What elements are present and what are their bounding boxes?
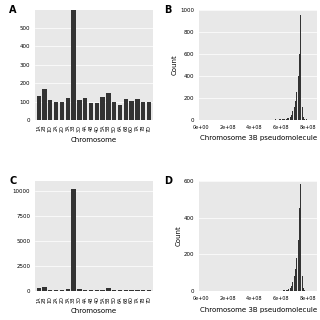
Bar bbox=[299, 208, 300, 291]
Bar bbox=[147, 102, 151, 120]
X-axis label: Chromosome 3B pseudomolecule: Chromosome 3B pseudomolecule bbox=[200, 307, 317, 313]
Bar bbox=[275, 119, 276, 120]
Bar bbox=[36, 96, 41, 120]
Bar bbox=[83, 290, 87, 291]
Bar bbox=[285, 119, 287, 120]
Bar bbox=[292, 282, 293, 291]
Bar bbox=[66, 290, 70, 291]
Bar bbox=[71, 189, 76, 291]
Bar bbox=[95, 102, 99, 120]
Bar bbox=[66, 98, 70, 120]
Bar bbox=[288, 289, 289, 291]
Text: B: B bbox=[164, 5, 172, 15]
Bar bbox=[54, 102, 58, 120]
Bar bbox=[287, 290, 288, 291]
Bar bbox=[279, 119, 280, 120]
Bar bbox=[288, 118, 289, 120]
Bar bbox=[301, 276, 303, 291]
Bar bbox=[301, 107, 303, 120]
Bar bbox=[42, 287, 47, 291]
Bar bbox=[303, 117, 304, 120]
Bar bbox=[36, 288, 41, 291]
Bar bbox=[293, 107, 295, 120]
Bar bbox=[100, 290, 105, 291]
Bar bbox=[124, 99, 128, 120]
Bar bbox=[100, 97, 105, 120]
Text: C: C bbox=[9, 176, 17, 186]
Bar bbox=[292, 111, 293, 120]
Bar bbox=[304, 290, 305, 291]
Bar bbox=[54, 290, 58, 291]
Bar bbox=[300, 15, 301, 120]
X-axis label: Chromosome 3B pseudomolecule: Chromosome 3B pseudomolecule bbox=[200, 135, 317, 141]
Bar bbox=[285, 290, 287, 291]
Bar bbox=[89, 290, 93, 291]
Bar bbox=[300, 184, 301, 291]
Bar bbox=[48, 290, 52, 291]
Text: A: A bbox=[9, 5, 17, 15]
Bar bbox=[135, 290, 140, 291]
X-axis label: Chromosome: Chromosome bbox=[71, 137, 117, 143]
Bar bbox=[298, 76, 299, 120]
Bar bbox=[290, 288, 291, 291]
Bar bbox=[118, 105, 122, 120]
Bar bbox=[135, 99, 140, 120]
Bar bbox=[48, 100, 52, 120]
Bar bbox=[296, 92, 297, 120]
Bar bbox=[290, 117, 291, 120]
X-axis label: Chromosome: Chromosome bbox=[71, 308, 117, 315]
Bar bbox=[284, 119, 285, 120]
Bar bbox=[77, 100, 82, 120]
Bar bbox=[71, 0, 76, 120]
Bar bbox=[293, 276, 295, 291]
Bar bbox=[280, 119, 281, 120]
Bar bbox=[112, 102, 116, 120]
Bar bbox=[295, 101, 296, 120]
Bar bbox=[303, 287, 304, 291]
Bar bbox=[295, 269, 296, 291]
Bar bbox=[106, 93, 111, 120]
Bar bbox=[287, 118, 288, 120]
Bar bbox=[83, 98, 87, 120]
Bar bbox=[141, 102, 145, 120]
Bar bbox=[299, 54, 300, 120]
Bar bbox=[283, 119, 284, 120]
Bar bbox=[141, 290, 145, 291]
Bar bbox=[89, 103, 93, 120]
Bar bbox=[291, 115, 292, 120]
Bar bbox=[296, 258, 297, 291]
Bar bbox=[106, 289, 111, 291]
Y-axis label: Count: Count bbox=[175, 226, 181, 246]
Y-axis label: Count: Count bbox=[172, 54, 178, 75]
Bar bbox=[60, 102, 64, 120]
Bar bbox=[60, 290, 64, 291]
Bar bbox=[130, 101, 134, 120]
Bar bbox=[282, 119, 283, 120]
Bar bbox=[42, 89, 47, 120]
Bar bbox=[147, 290, 151, 291]
Bar bbox=[77, 289, 82, 291]
Bar bbox=[112, 290, 116, 291]
Bar bbox=[304, 119, 305, 120]
Bar bbox=[284, 290, 285, 291]
Bar bbox=[124, 290, 128, 291]
Bar bbox=[306, 119, 307, 120]
Bar bbox=[291, 286, 292, 291]
Bar bbox=[298, 240, 299, 291]
Text: D: D bbox=[164, 176, 172, 186]
Bar bbox=[95, 290, 99, 291]
